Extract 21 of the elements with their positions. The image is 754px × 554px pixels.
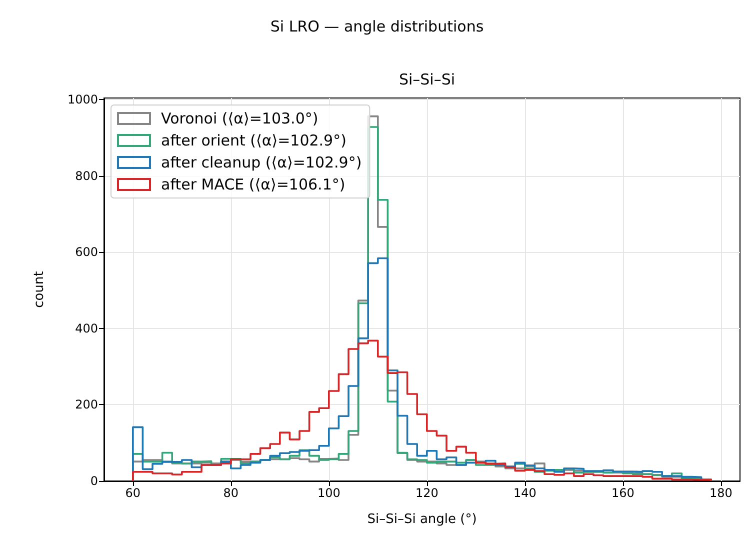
x-tick-label: 100 bbox=[317, 486, 340, 500]
chart-title: Si LRO — angle distributions bbox=[270, 18, 484, 36]
x-tick-label: 80 bbox=[223, 486, 239, 500]
x-tick-label: 60 bbox=[125, 486, 141, 500]
y-tick-label: 0 bbox=[90, 474, 98, 488]
y-tick-label: 600 bbox=[75, 245, 98, 260]
x-axis-title: Si–Si–Si angle (°) bbox=[367, 512, 477, 527]
y-tick-label: 400 bbox=[75, 321, 98, 336]
x-tick-label: 180 bbox=[709, 486, 732, 500]
y-tick-label: 800 bbox=[75, 168, 98, 183]
legend-label: Voronoi (⟨α⟩=103.0°) bbox=[161, 110, 318, 128]
x-tick-label: 120 bbox=[415, 486, 438, 500]
legend-label: after MACE (⟨α⟩=106.1°) bbox=[161, 176, 346, 194]
x-tick-label: 160 bbox=[611, 486, 634, 500]
legend-label: after orient (⟨α⟩=102.9°) bbox=[161, 132, 346, 150]
y-axis-title: count bbox=[32, 271, 47, 308]
legend-label: after cleanup (⟨α⟩=102.9°) bbox=[161, 154, 362, 172]
y-tick-label: 1000 bbox=[67, 92, 98, 107]
y-tick-label: 200 bbox=[75, 398, 98, 412]
x-tick-label: 140 bbox=[513, 486, 536, 500]
chart-subtitle: Si–Si–Si bbox=[398, 70, 456, 88]
